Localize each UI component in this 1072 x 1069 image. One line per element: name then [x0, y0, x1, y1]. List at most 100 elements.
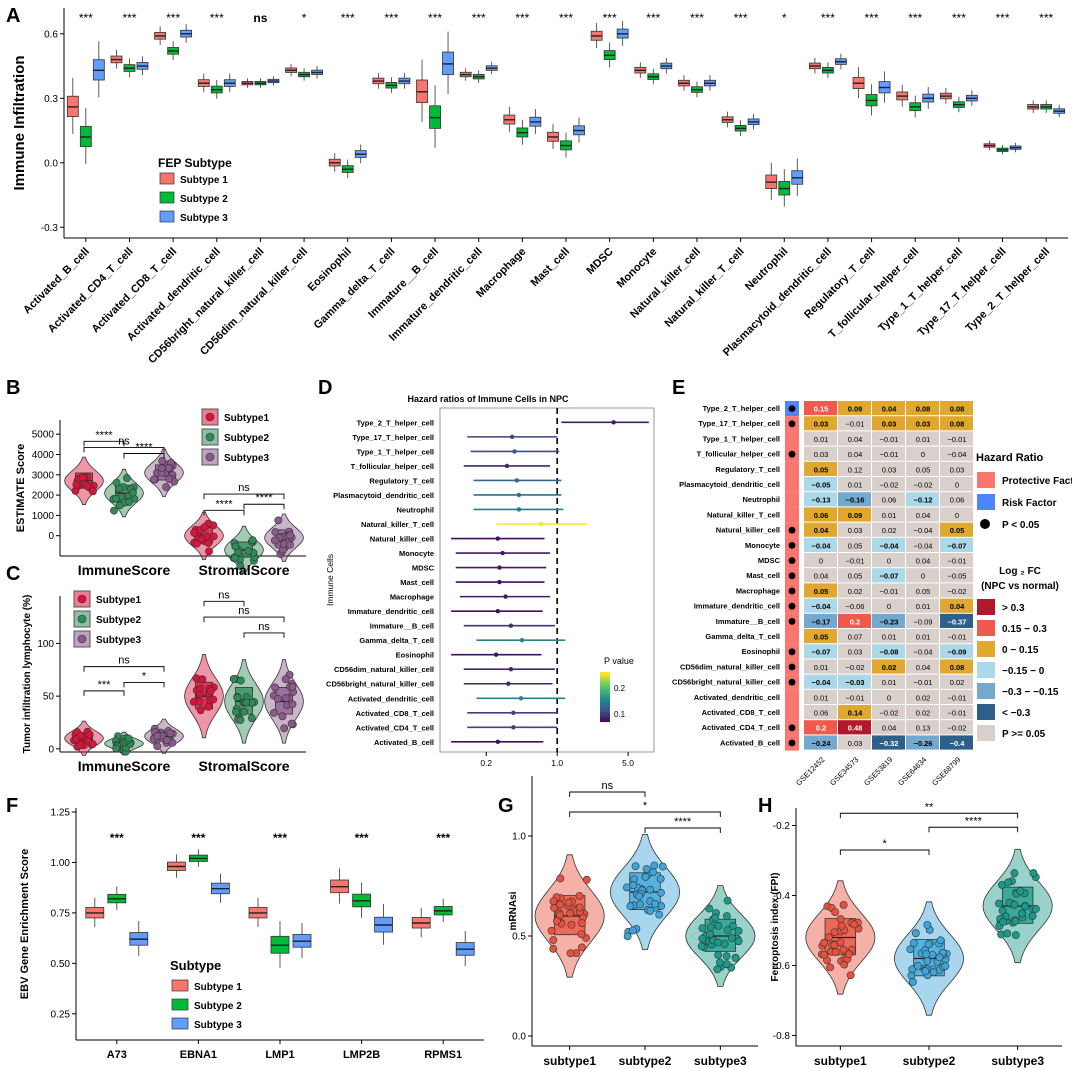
panel-d-row-label: Immature_dendritic_cell	[348, 607, 434, 616]
panel-e-cell-value: −0.24	[812, 739, 832, 748]
panel-h-point	[911, 929, 920, 938]
panel-e-sig-dot	[788, 542, 796, 549]
panel-c-point	[281, 675, 290, 684]
panel-letter-c: C	[6, 563, 20, 585]
panel-a-significance: ***	[821, 11, 835, 25]
panel-e-cell-value: −0.02	[948, 587, 967, 596]
panel-e-cell-value: 0.01	[916, 435, 931, 444]
panel-e-heat-cell	[906, 583, 939, 598]
panel-e-cell-value: −0.07	[948, 541, 967, 550]
y-tick-label: 1.00	[51, 858, 71, 869]
panel-e-heat-cell	[940, 689, 973, 704]
panel-e-cell-value: −0.01	[948, 693, 967, 702]
panel-c-point	[239, 707, 248, 716]
panel-a-x-label: Gamma_delta_T_cell	[312, 246, 398, 332]
panel-e-heat-cell	[838, 705, 871, 720]
panel-e-cell-value: 0.05	[814, 465, 829, 474]
panel-e-heat-cell	[940, 674, 973, 689]
panel-b-point	[115, 501, 124, 510]
panel-c-comparison-bracket	[83, 690, 125, 696]
panel-c-comparison-label: ns	[118, 655, 130, 667]
panel-f-x-label: EBNA1	[180, 1049, 217, 1061]
panel-h-point	[1028, 912, 1037, 920]
panel-e-cell-value: 0.2	[816, 724, 826, 733]
panel-e-cell-value: 0.04	[882, 724, 897, 733]
panel-c-point	[236, 676, 245, 685]
panel-letter-b: B	[6, 377, 20, 399]
panel-e-heat-cell	[940, 629, 973, 644]
panel-d-row-label: Natural_killer_cell	[370, 535, 434, 544]
panel-e-cell-value: −0.07	[812, 648, 831, 657]
panel-g-point	[549, 897, 558, 906]
panel-b-point	[110, 506, 118, 515]
y-tick-label: 0.50	[51, 959, 71, 970]
panel-a-x-label: Type_2_T_helper_cell	[964, 246, 1053, 335]
panel-h-point	[830, 928, 839, 937]
panel-c-point	[153, 732, 162, 740]
panel-h-point	[846, 971, 855, 980]
panel-b-point	[190, 528, 199, 537]
panel-e-fc-legend-subtitle: (NPC vs normal)	[981, 581, 1059, 592]
panel-d-row-label: Monocyte	[399, 549, 434, 558]
legend-dot	[77, 614, 87, 624]
panel-d-colorbar-segment	[600, 714, 610, 718]
panel-e-sig-dot	[788, 602, 796, 610]
panel-d-row-label: CD56bright_natural_killer_cell	[326, 680, 434, 689]
panel-e-heat-cell	[940, 401, 973, 416]
panel-e-hazard-cell	[785, 705, 799, 721]
panel-g-point	[713, 965, 722, 974]
panel-e-heat-cell	[872, 477, 905, 492]
panel-g-point	[714, 938, 722, 947]
panel-e-heat-cell	[940, 705, 973, 720]
panel-e-cell-value: 0.01	[916, 602, 931, 611]
panel-d-hr-point	[495, 608, 501, 614]
panel-b-legend-label: Subtype3	[224, 453, 269, 464]
panel-e-row-label: Immature__B_cell	[716, 617, 780, 626]
panel-e-heat-cell	[804, 401, 837, 416]
panel-c-point	[76, 741, 85, 749]
panel-e-cell-value: 0.09	[848, 405, 863, 414]
panel-d-y-title: Immune Cells	[325, 554, 335, 606]
panel-e-row-label: CD56bright_natural_killer_cell	[672, 678, 780, 687]
legend-dot	[205, 412, 215, 422]
panel-e-heat-cell	[804, 705, 837, 720]
y-tick-label: 0.0	[512, 1032, 526, 1043]
legend-dot	[205, 432, 215, 442]
panel-b-point	[197, 535, 206, 544]
panel-h-point	[1029, 869, 1038, 877]
panel-c-point	[271, 683, 280, 692]
panel-e-cell-value: 0.15	[814, 405, 829, 414]
panel-e-cell-value: 0.05	[916, 587, 931, 596]
panel-e-cell-value: 0.03	[814, 420, 829, 429]
panel-e-column-label: GSE34573	[828, 755, 860, 787]
panel-e-sig-dot	[788, 663, 796, 671]
panel-h-point	[999, 918, 1008, 926]
panel-e-row-label: Type_2_T_helper_cell	[703, 404, 780, 413]
panel-d-hr-point	[497, 565, 502, 570]
panel-e-row-label: Type_17_T_helper_cell	[698, 419, 780, 428]
panel-g-point	[626, 902, 635, 911]
panel-e-cell-value: 0.03	[848, 648, 863, 657]
panel-e-cell-value: 0.03	[916, 420, 931, 429]
panel-e-cell-value: 0.08	[950, 420, 965, 429]
panel-h-x-label: subtype3	[991, 1054, 1044, 1068]
panel-e-row-label: Activated_B_cell	[720, 738, 780, 747]
legend-swatch	[159, 210, 175, 223]
panel-c-point	[242, 698, 251, 707]
panel-a-significance: ***	[1039, 11, 1053, 25]
panel-e-hazard-cell	[785, 629, 799, 645]
panel-a-x-label: Neutrophil	[743, 246, 790, 293]
panel-g-point	[649, 868, 658, 876]
panel-e-heat-cell	[940, 507, 973, 522]
panel-e-heat-cell	[838, 613, 871, 628]
panel-c-point	[273, 694, 282, 703]
panel-h-point	[1016, 887, 1025, 896]
legend-swatch	[171, 998, 189, 1011]
panel-e-heat-cell	[838, 401, 871, 416]
panel-e-cell-value: −0.05	[812, 481, 831, 490]
panel-g-point	[727, 934, 736, 942]
legend-swatch	[159, 191, 175, 204]
panel-b-point	[209, 532, 218, 541]
panel-e-row-label: Eosinophil	[742, 647, 780, 656]
